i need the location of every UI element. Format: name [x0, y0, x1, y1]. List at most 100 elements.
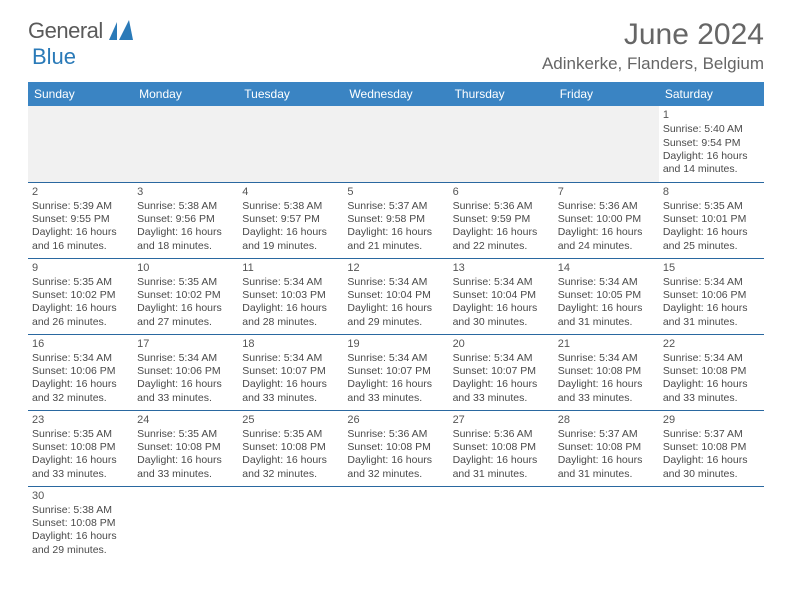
daylight-line-2: and 33 minutes. — [347, 392, 444, 405]
day-number: 18 — [242, 337, 339, 351]
day-number: 23 — [32, 413, 129, 427]
sunset-line: Sunset: 10:02 PM — [32, 289, 129, 302]
sunset-line: Sunset: 10:07 PM — [347, 365, 444, 378]
calendar-day-cell: 6Sunrise: 5:36 AMSunset: 9:59 PMDaylight… — [449, 182, 554, 258]
logo-word-general: General — [28, 18, 103, 44]
logo-sails-icon — [107, 20, 137, 42]
sunrise-line: Sunrise: 5:34 AM — [663, 352, 760, 365]
day-number: 13 — [453, 261, 550, 275]
sunrise-line: Sunrise: 5:35 AM — [32, 276, 129, 289]
daylight-line-1: Daylight: 16 hours — [347, 378, 444, 391]
daylight-line-1: Daylight: 16 hours — [453, 302, 550, 315]
calendar-day-cell: 21Sunrise: 5:34 AMSunset: 10:08 PMDaylig… — [554, 334, 659, 410]
calendar-day-cell — [343, 106, 448, 182]
sunset-line: Sunset: 9:56 PM — [137, 213, 234, 226]
day-number: 3 — [137, 185, 234, 199]
weekday-header: Wednesday — [343, 82, 448, 106]
daylight-line-1: Daylight: 16 hours — [242, 454, 339, 467]
sunrise-line: Sunrise: 5:34 AM — [347, 276, 444, 289]
title-block: June 2024 Adinkerke, Flanders, Belgium — [542, 18, 764, 74]
sunrise-line: Sunrise: 5:35 AM — [663, 200, 760, 213]
weekday-header: Sunday — [28, 82, 133, 106]
daylight-line-1: Daylight: 16 hours — [663, 454, 760, 467]
sunrise-line: Sunrise: 5:36 AM — [453, 200, 550, 213]
sunrise-line: Sunrise: 5:40 AM — [663, 123, 760, 136]
day-number: 8 — [663, 185, 760, 199]
day-number: 24 — [137, 413, 234, 427]
day-number: 30 — [32, 489, 129, 503]
calendar-day-cell: 22Sunrise: 5:34 AMSunset: 10:08 PMDaylig… — [659, 334, 764, 410]
month-title: June 2024 — [542, 18, 764, 52]
calendar-day-cell — [133, 106, 238, 182]
calendar-week-row: 16Sunrise: 5:34 AMSunset: 10:06 PMDaylig… — [28, 334, 764, 410]
daylight-line-2: and 25 minutes. — [663, 240, 760, 253]
daylight-line-1: Daylight: 16 hours — [32, 302, 129, 315]
day-number: 11 — [242, 261, 339, 275]
calendar-day-cell: 19Sunrise: 5:34 AMSunset: 10:07 PMDaylig… — [343, 334, 448, 410]
sunset-line: Sunset: 10:08 PM — [558, 365, 655, 378]
sunset-line: Sunset: 10:01 PM — [663, 213, 760, 226]
sunset-line: Sunset: 9:54 PM — [663, 137, 760, 150]
sunset-line: Sunset: 10:08 PM — [347, 441, 444, 454]
calendar-day-cell: 15Sunrise: 5:34 AMSunset: 10:06 PMDaylig… — [659, 258, 764, 334]
weekday-header: Friday — [554, 82, 659, 106]
daylight-line-2: and 19 minutes. — [242, 240, 339, 253]
calendar-week-row: 1Sunrise: 5:40 AMSunset: 9:54 PMDaylight… — [28, 106, 764, 182]
daylight-line-1: Daylight: 16 hours — [347, 302, 444, 315]
daylight-line-2: and 33 minutes. — [137, 392, 234, 405]
calendar-day-cell: 9Sunrise: 5:35 AMSunset: 10:02 PMDayligh… — [28, 258, 133, 334]
sunset-line: Sunset: 10:08 PM — [32, 517, 129, 530]
daylight-line-1: Daylight: 16 hours — [32, 530, 129, 543]
calendar-day-cell: 13Sunrise: 5:34 AMSunset: 10:04 PMDaylig… — [449, 258, 554, 334]
sunset-line: Sunset: 10:05 PM — [558, 289, 655, 302]
sunset-line: Sunset: 10:08 PM — [663, 365, 760, 378]
sunrise-line: Sunrise: 5:37 AM — [347, 200, 444, 213]
sunset-line: Sunset: 10:02 PM — [137, 289, 234, 302]
day-number: 27 — [453, 413, 550, 427]
sunset-line: Sunset: 10:07 PM — [242, 365, 339, 378]
day-number: 6 — [453, 185, 550, 199]
day-number: 29 — [663, 413, 760, 427]
calendar-day-cell — [554, 486, 659, 562]
weekday-header: Saturday — [659, 82, 764, 106]
daylight-line-1: Daylight: 16 hours — [347, 454, 444, 467]
daylight-line-1: Daylight: 16 hours — [663, 378, 760, 391]
daylight-line-2: and 32 minutes. — [347, 468, 444, 481]
calendar-day-cell: 26Sunrise: 5:36 AMSunset: 10:08 PMDaylig… — [343, 410, 448, 486]
calendar-day-cell: 14Sunrise: 5:34 AMSunset: 10:05 PMDaylig… — [554, 258, 659, 334]
daylight-line-2: and 30 minutes. — [663, 468, 760, 481]
daylight-line-2: and 32 minutes. — [242, 468, 339, 481]
sunrise-line: Sunrise: 5:38 AM — [137, 200, 234, 213]
sunset-line: Sunset: 9:55 PM — [32, 213, 129, 226]
logo: General — [28, 18, 137, 44]
calendar-day-cell: 28Sunrise: 5:37 AMSunset: 10:08 PMDaylig… — [554, 410, 659, 486]
day-number: 19 — [347, 337, 444, 351]
calendar-day-cell — [659, 486, 764, 562]
calendar-day-cell — [449, 106, 554, 182]
sunset-line: Sunset: 10:08 PM — [242, 441, 339, 454]
sunrise-line: Sunrise: 5:34 AM — [558, 276, 655, 289]
daylight-line-1: Daylight: 16 hours — [453, 454, 550, 467]
daylight-line-1: Daylight: 16 hours — [137, 454, 234, 467]
calendar-week-row: 23Sunrise: 5:35 AMSunset: 10:08 PMDaylig… — [28, 410, 764, 486]
day-number: 1 — [663, 108, 760, 122]
sunrise-line: Sunrise: 5:34 AM — [558, 352, 655, 365]
sunrise-line: Sunrise: 5:35 AM — [137, 276, 234, 289]
sunrise-line: Sunrise: 5:34 AM — [137, 352, 234, 365]
day-number: 20 — [453, 337, 550, 351]
daylight-line-2: and 33 minutes. — [663, 392, 760, 405]
sunrise-line: Sunrise: 5:34 AM — [663, 276, 760, 289]
calendar-day-cell: 11Sunrise: 5:34 AMSunset: 10:03 PMDaylig… — [238, 258, 343, 334]
daylight-line-1: Daylight: 16 hours — [32, 226, 129, 239]
page-header: General June 2024 Adinkerke, Flanders, B… — [28, 18, 764, 74]
calendar-header-row: SundayMondayTuesdayWednesdayThursdayFrid… — [28, 82, 764, 106]
daylight-line-2: and 31 minutes. — [663, 316, 760, 329]
daylight-line-1: Daylight: 16 hours — [347, 226, 444, 239]
sunset-line: Sunset: 10:04 PM — [347, 289, 444, 302]
calendar-day-cell: 10Sunrise: 5:35 AMSunset: 10:02 PMDaylig… — [133, 258, 238, 334]
daylight-line-2: and 27 minutes. — [137, 316, 234, 329]
calendar-day-cell — [449, 486, 554, 562]
sunset-line: Sunset: 10:06 PM — [663, 289, 760, 302]
daylight-line-2: and 33 minutes. — [242, 392, 339, 405]
sunset-line: Sunset: 10:07 PM — [453, 365, 550, 378]
